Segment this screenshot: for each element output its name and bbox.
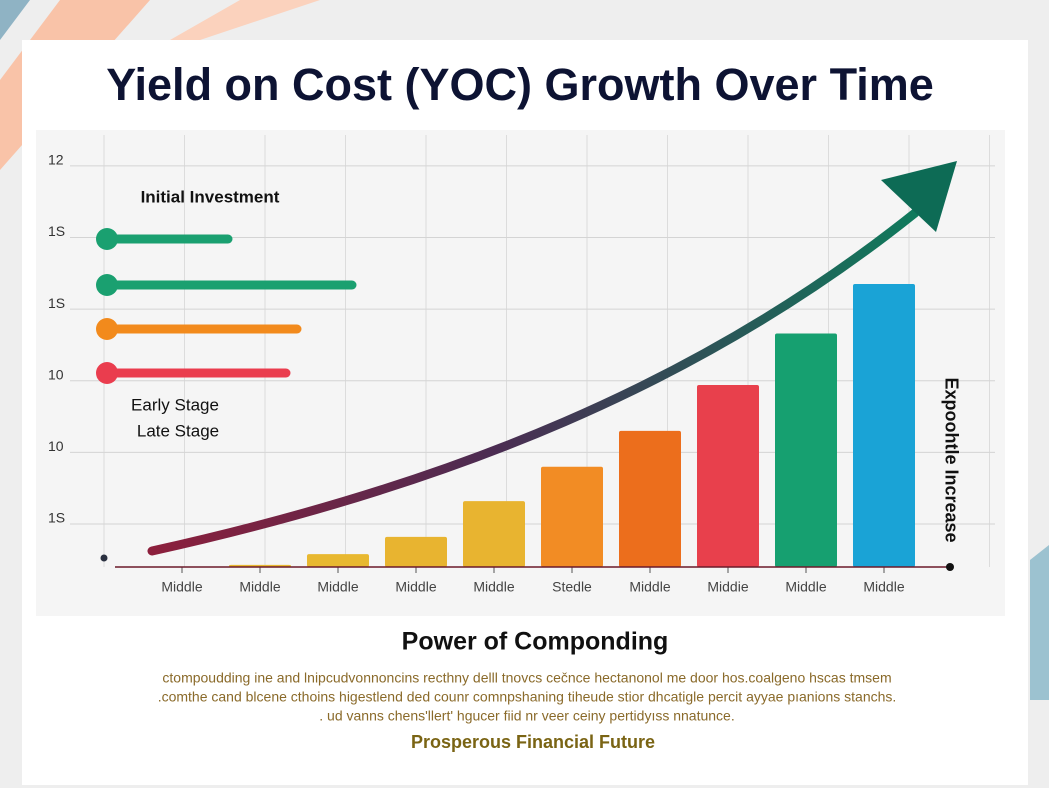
- axis-dot: [100, 554, 108, 562]
- bar: [697, 385, 759, 567]
- annotation: Initial Investment: [141, 187, 280, 206]
- x-tick-label: Middle: [473, 579, 514, 595]
- legend-dot: [96, 318, 118, 340]
- x-tick-label: Middie: [707, 579, 748, 595]
- grid: 12 1S 1S 10 10 1S: [48, 135, 995, 567]
- y-tick-label: 10: [48, 366, 64, 382]
- annotation: Early Stage: [131, 395, 219, 414]
- bar: [463, 501, 525, 567]
- x-tick-label: Stedle: [552, 579, 592, 595]
- legend-dot: [96, 362, 118, 384]
- x-tick-label: Middle: [395, 579, 436, 595]
- decor-shape: [0, 0, 30, 40]
- legend-lines: [96, 228, 357, 384]
- bar: [307, 554, 369, 567]
- decor-shape: [170, 0, 320, 40]
- bar: [775, 333, 837, 567]
- x-tick-label: Middle: [239, 579, 280, 595]
- decor-shape: [1030, 545, 1049, 700]
- x-tick-label: Middle: [317, 579, 358, 595]
- bar: [853, 284, 915, 567]
- bar: [385, 536, 447, 567]
- arrow-head: [881, 161, 957, 232]
- y-tick-label: 1S: [48, 295, 65, 311]
- bars: Middle Middle Middle Middle Middle Stedle Midd…: [161, 284, 915, 595]
- legend-dot: [96, 274, 118, 296]
- footer-line: .comthe cand blcene cthoins higestlend d…: [158, 689, 897, 705]
- axis-dot: [946, 563, 954, 571]
- footer-heading: Power of Componding: [402, 628, 669, 656]
- x-tick-label: Middle: [161, 579, 202, 595]
- y-tick-label: 10: [48, 438, 64, 454]
- footer-line: ctompoudding ine and lnipcudvonnoncins r…: [162, 670, 891, 686]
- legend-dot: [96, 228, 118, 250]
- y-tick-label: 1S: [48, 223, 65, 239]
- side-label: Expoohtle Increase: [941, 377, 961, 542]
- y-tick-label: 1S: [48, 510, 65, 526]
- footer-line: . ud vanns chens'llert' hgucer fiid nr v…: [319, 708, 734, 724]
- x-tick-label: Middle: [785, 579, 826, 595]
- x-tick-label: Middle: [863, 579, 904, 595]
- growth-curve: [147, 208, 920, 556]
- bar: [541, 466, 603, 567]
- y-tick-label: 12: [48, 152, 64, 168]
- footer-tagline: Prosperous Financial Future: [411, 732, 655, 752]
- chart-title: Yield on Cost (YOC) Growth Over Time: [106, 59, 934, 110]
- annotation: Late Stage: [137, 421, 219, 440]
- x-tick-label: Middle: [629, 579, 670, 595]
- bar: [619, 430, 681, 567]
